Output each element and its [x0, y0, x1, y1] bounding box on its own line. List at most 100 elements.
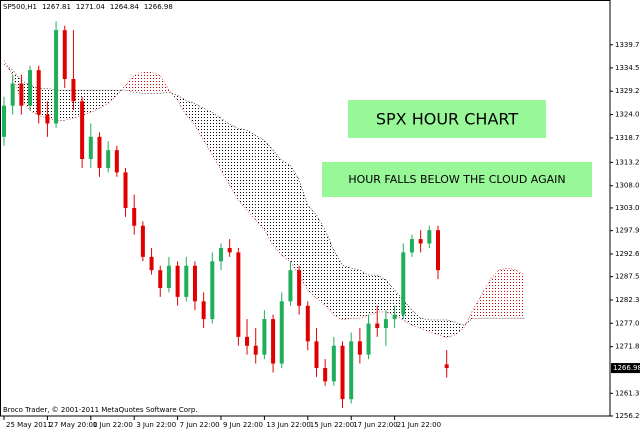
y-tick-label: 1334.50	[615, 64, 640, 72]
candle-body	[149, 256, 154, 271]
y-tick-label: 1329.25	[615, 87, 640, 95]
cloud-fill	[142, 72, 152, 94]
cloud-fill	[316, 215, 326, 306]
cloud-fill	[186, 100, 195, 126]
candle-body	[28, 70, 33, 106]
cloud-fill	[247, 130, 256, 220]
header-field: 1271.04	[76, 3, 105, 11]
cloud-fill	[82, 90, 91, 116]
candle-body	[140, 225, 145, 257]
candle-body	[219, 247, 223, 262]
y-tick-label: 1292.65	[615, 250, 640, 258]
x-tick-label: 3 Jun 22:00	[136, 421, 176, 429]
cloud-fill	[255, 135, 265, 231]
y-tick-label: 1282.30	[615, 296, 640, 304]
cloud-fill	[64, 90, 74, 121]
cloud-fill	[264, 140, 274, 246]
candle-body	[175, 265, 180, 297]
cloud	[3, 60, 525, 339]
candle-body	[427, 230, 432, 244]
candle-body	[54, 30, 59, 124]
y-tick-label: 1256.20	[615, 412, 640, 420]
candle-body	[106, 150, 111, 168]
y-tick-label: 1308.00	[615, 182, 640, 190]
cloud-fill	[333, 250, 343, 320]
cloud-fill	[229, 124, 239, 201]
x-tick-label: 1 Jun 22:00	[93, 421, 133, 429]
candle-body	[262, 319, 267, 355]
annotation-box	[348, 100, 546, 138]
x-tick-label: 21 Jun 22:00	[397, 421, 441, 429]
candle-body	[305, 305, 310, 342]
cloud-fill	[221, 118, 230, 186]
candle-body	[184, 265, 189, 297]
cloud-fill	[307, 205, 317, 299]
y-tick-label: 1277.05	[615, 319, 640, 327]
cloud-fill	[151, 72, 161, 94]
last-price-label: 1266.98	[613, 364, 640, 372]
candle-body	[288, 270, 293, 302]
cloud-fill	[4, 60, 13, 76]
cloud-fill	[403, 299, 412, 326]
candle-body	[349, 341, 354, 400]
cloud-fill	[168, 90, 178, 101]
cloud-fill	[12, 70, 22, 101]
footer: Broco Trader, © 2001-2011 MetaQuotes Sof…	[3, 406, 198, 414]
cloud-fill	[429, 319, 438, 335]
candle-body	[323, 367, 328, 382]
annotation-box	[322, 162, 592, 197]
candle-body	[114, 150, 119, 173]
candle-body	[409, 239, 414, 253]
cloud-fill	[238, 128, 248, 211]
cloud-fill	[498, 267, 508, 319]
candle-body	[383, 319, 388, 328]
cloud-fill	[21, 80, 31, 111]
cloud-fill	[134, 72, 143, 94]
candle-body	[314, 341, 319, 368]
cloud-fill	[160, 75, 169, 94]
candle-body	[253, 345, 258, 355]
header: SP500,H1 1267.81 1271.04 1264.84 1266.98	[3, 3, 173, 11]
cloud-fill	[411, 310, 421, 328]
cloud-fill	[30, 85, 39, 116]
candle-body	[436, 230, 440, 271]
cloud-fill	[516, 270, 525, 319]
header-field: 1267.81	[42, 3, 71, 11]
cloud-fill	[455, 322, 465, 335]
candle-body	[340, 345, 345, 400]
annotation: SPX HOUR CHART	[376, 110, 518, 129]
candle-body	[97, 136, 102, 168]
candle-body	[271, 319, 276, 364]
y-tick-label: 1303.00	[615, 204, 640, 212]
cloud-fill	[472, 295, 482, 319]
y-tick-label: 1318.75	[615, 134, 640, 142]
cloud-fill	[481, 279, 491, 319]
candle-body	[123, 172, 128, 208]
candle-body	[236, 252, 241, 337]
candle-body	[279, 301, 284, 364]
candle-body	[192, 265, 197, 302]
cloud-fill	[90, 90, 100, 113]
x-tick-label: 17 Jun 22:00	[353, 421, 397, 429]
y-tick-label: 1324.00	[615, 111, 640, 119]
candle-body	[132, 207, 137, 226]
candle-body	[88, 136, 93, 160]
cloud-fill	[385, 279, 395, 316]
header-field: 1266.98	[144, 3, 173, 11]
candle-body	[158, 270, 163, 288]
cloud-fill	[446, 319, 456, 338]
cloud-span	[3, 60, 525, 339]
cloud-fill	[299, 179, 308, 291]
cloud-fill	[73, 90, 83, 119]
x-tick-label: 7 Jun 22:00	[180, 421, 220, 429]
candle-body	[297, 270, 302, 306]
cloud-fill	[38, 88, 48, 119]
x-tick-label: 13 Jun 22:00	[266, 421, 310, 429]
cloud-fill	[108, 90, 117, 104]
candle-body	[331, 345, 336, 382]
candle-body	[19, 83, 24, 106]
cloud-fill	[290, 165, 300, 276]
y-tick-label: 1313.25	[615, 158, 640, 166]
y-tick-label: 1297.90	[615, 227, 640, 235]
